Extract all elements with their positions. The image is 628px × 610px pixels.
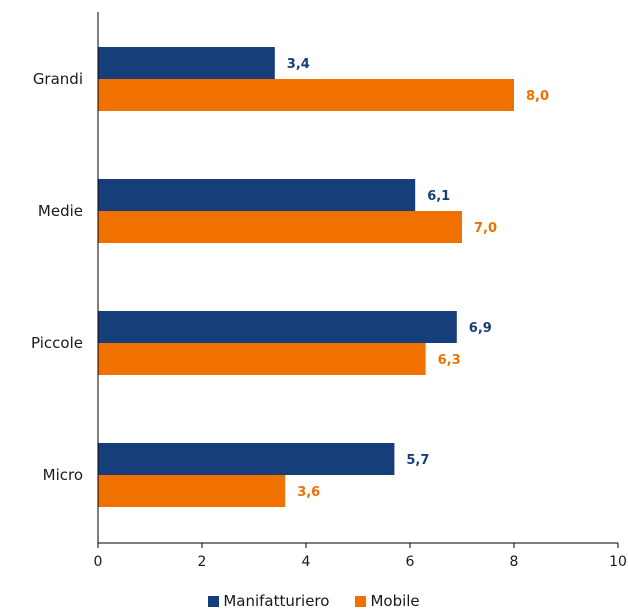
data-label-manifatturiero-micro: 5,7 <box>406 453 429 468</box>
data-label-manifatturiero-medie: 6,1 <box>427 189 450 204</box>
bar-chart: 3,4 8,0 Grandi 6,1 7,0 Medie 6,9 6,3 Piccole 5,7 3… <box>31 12 627 570</box>
category-label-piccole: Piccole <box>31 334 83 352</box>
data-label-mobile-piccole: 6,3 <box>438 353 461 368</box>
bar-mobile-piccole <box>98 343 426 375</box>
bar-manifatturiero-medie <box>98 179 416 211</box>
x-tick-label-4: 4 <box>302 554 311 570</box>
data-label-mobile-micro: 3,6 <box>297 485 320 500</box>
legend-swatch-mobile <box>355 595 367 607</box>
data-label-mobile-medie: 7,0 <box>474 221 497 236</box>
x-tick-label-10: 10 <box>609 554 627 570</box>
data-label-manifatturiero-piccole: 6,9 <box>469 321 492 336</box>
data-label-mobile-grandi: 8,0 <box>526 89 549 104</box>
data-label-manifatturiero-grandi: 3,4 <box>287 57 310 72</box>
bar-manifatturiero-micro <box>98 443 395 475</box>
category-label-medie: Medie <box>38 202 83 220</box>
legend-label-manifatturiero: Manifatturiero <box>223 592 330 610</box>
x-tick-label-0: 0 <box>94 554 103 570</box>
legend-swatch-manifatturiero <box>208 595 220 607</box>
legend: Manifatturiero Mobile <box>0 592 628 610</box>
bar-mobile-medie <box>98 211 462 243</box>
legend-item-mobile: Mobile <box>355 592 420 610</box>
bar-manifatturiero-grandi <box>98 47 275 79</box>
x-tick-label-2: 2 <box>198 554 207 570</box>
bar-mobile-micro <box>98 475 286 507</box>
legend-item-manifatturiero: Manifatturiero <box>208 592 329 610</box>
category-label-micro: Micro <box>43 466 83 484</box>
x-tick-label-6: 6 <box>406 554 415 570</box>
x-tick-label-8: 8 <box>510 554 519 570</box>
category-label-grandi: Grandi <box>33 70 83 88</box>
legend-label-mobile: Mobile <box>370 592 420 610</box>
bar-mobile-grandi <box>98 79 514 111</box>
bar-manifatturiero-piccole <box>98 311 457 343</box>
